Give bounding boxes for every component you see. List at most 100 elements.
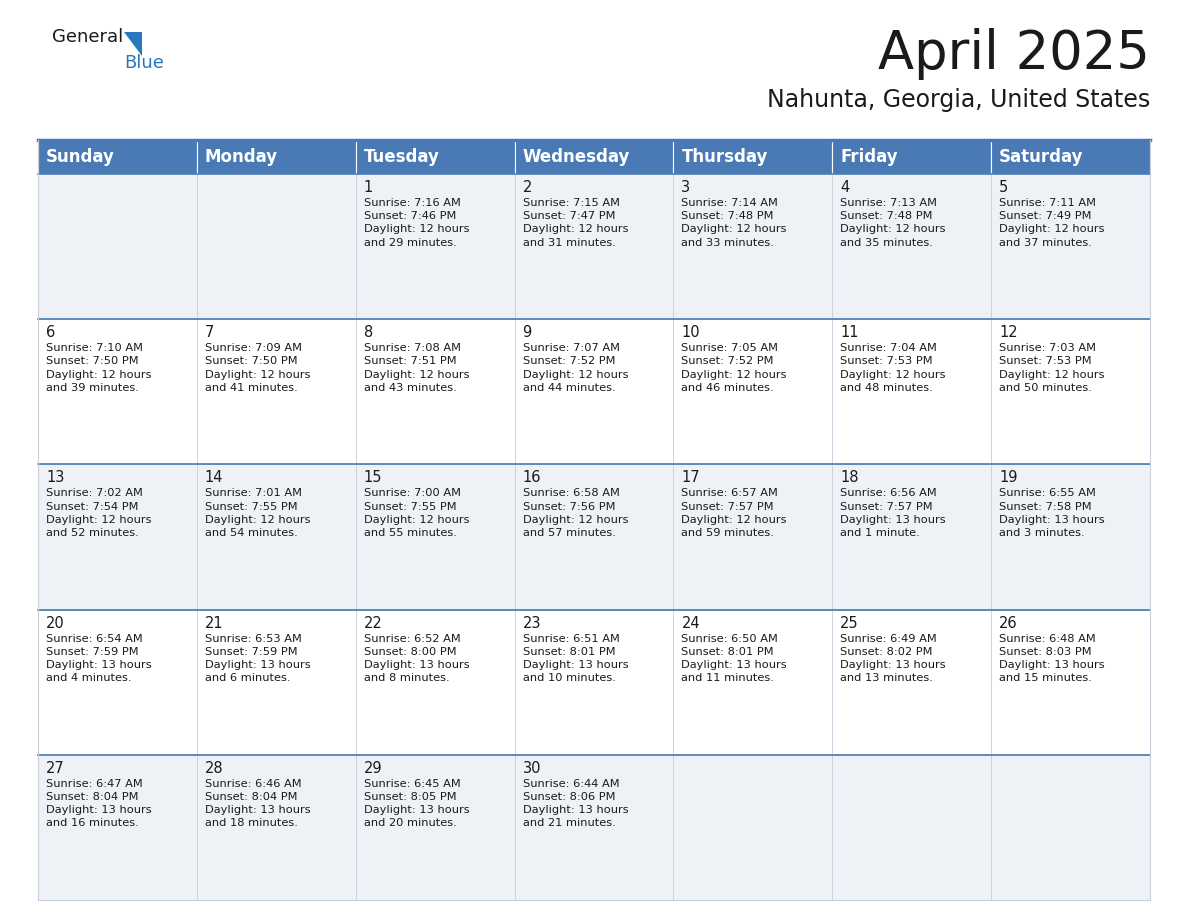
Text: 3: 3 bbox=[682, 180, 690, 195]
Bar bbox=[674, 319, 833, 465]
Bar bbox=[197, 610, 355, 755]
Text: 24: 24 bbox=[682, 616, 700, 631]
Bar bbox=[514, 174, 674, 319]
Bar bbox=[674, 610, 833, 755]
Text: Sunrise: 6:46 AM
Sunset: 8:04 PM
Daylight: 13 hours
and 18 minutes.: Sunrise: 6:46 AM Sunset: 8:04 PM Dayligh… bbox=[204, 778, 310, 828]
Text: Sunrise: 6:51 AM
Sunset: 8:01 PM
Daylight: 13 hours
and 10 minutes.: Sunrise: 6:51 AM Sunset: 8:01 PM Dayligh… bbox=[523, 633, 628, 683]
Bar bbox=[674, 755, 833, 900]
Text: Sunrise: 6:44 AM
Sunset: 8:06 PM
Daylight: 13 hours
and 21 minutes.: Sunrise: 6:44 AM Sunset: 8:06 PM Dayligh… bbox=[523, 778, 628, 828]
Polygon shape bbox=[124, 32, 143, 56]
Text: Sunrise: 6:49 AM
Sunset: 8:02 PM
Daylight: 13 hours
and 13 minutes.: Sunrise: 6:49 AM Sunset: 8:02 PM Dayligh… bbox=[840, 633, 946, 683]
Text: Sunrise: 7:10 AM
Sunset: 7:50 PM
Daylight: 12 hours
and 39 minutes.: Sunrise: 7:10 AM Sunset: 7:50 PM Dayligh… bbox=[46, 343, 152, 393]
Bar bbox=[514, 319, 674, 465]
Text: 29: 29 bbox=[364, 761, 383, 776]
Text: 11: 11 bbox=[840, 325, 859, 341]
Text: Sunrise: 7:13 AM
Sunset: 7:48 PM
Daylight: 12 hours
and 35 minutes.: Sunrise: 7:13 AM Sunset: 7:48 PM Dayligh… bbox=[840, 198, 946, 248]
Text: 15: 15 bbox=[364, 470, 383, 486]
Text: 7: 7 bbox=[204, 325, 214, 341]
Bar bbox=[833, 174, 991, 319]
Text: Sunrise: 6:55 AM
Sunset: 7:58 PM
Daylight: 13 hours
and 3 minutes.: Sunrise: 6:55 AM Sunset: 7:58 PM Dayligh… bbox=[999, 488, 1105, 538]
Bar bbox=[833, 755, 991, 900]
Bar bbox=[833, 319, 991, 465]
Text: Sunrise: 7:05 AM
Sunset: 7:52 PM
Daylight: 12 hours
and 46 minutes.: Sunrise: 7:05 AM Sunset: 7:52 PM Dayligh… bbox=[682, 343, 786, 393]
Text: 13: 13 bbox=[46, 470, 64, 486]
Text: Sunrise: 6:52 AM
Sunset: 8:00 PM
Daylight: 13 hours
and 8 minutes.: Sunrise: 6:52 AM Sunset: 8:00 PM Dayligh… bbox=[364, 633, 469, 683]
Text: Sunrise: 6:57 AM
Sunset: 7:57 PM
Daylight: 12 hours
and 59 minutes.: Sunrise: 6:57 AM Sunset: 7:57 PM Dayligh… bbox=[682, 488, 786, 538]
Text: Sunrise: 6:47 AM
Sunset: 8:04 PM
Daylight: 13 hours
and 16 minutes.: Sunrise: 6:47 AM Sunset: 8:04 PM Dayligh… bbox=[46, 778, 152, 828]
Bar bbox=[514, 140, 674, 174]
Text: Blue: Blue bbox=[124, 54, 164, 72]
Text: 2: 2 bbox=[523, 180, 532, 195]
Bar bbox=[833, 610, 991, 755]
Bar bbox=[197, 319, 355, 465]
Bar bbox=[991, 174, 1150, 319]
Bar bbox=[197, 174, 355, 319]
Bar bbox=[355, 319, 514, 465]
Bar bbox=[355, 610, 514, 755]
Text: 18: 18 bbox=[840, 470, 859, 486]
Bar bbox=[38, 319, 197, 465]
Bar bbox=[833, 465, 991, 610]
Text: 19: 19 bbox=[999, 470, 1018, 486]
Text: Thursday: Thursday bbox=[682, 148, 767, 166]
Text: 27: 27 bbox=[46, 761, 65, 776]
Bar bbox=[38, 610, 197, 755]
Text: Sunrise: 7:04 AM
Sunset: 7:53 PM
Daylight: 12 hours
and 48 minutes.: Sunrise: 7:04 AM Sunset: 7:53 PM Dayligh… bbox=[840, 343, 946, 393]
Text: Sunrise: 7:11 AM
Sunset: 7:49 PM
Daylight: 12 hours
and 37 minutes.: Sunrise: 7:11 AM Sunset: 7:49 PM Dayligh… bbox=[999, 198, 1105, 248]
Bar bbox=[38, 465, 197, 610]
Text: Sunrise: 7:08 AM
Sunset: 7:51 PM
Daylight: 12 hours
and 43 minutes.: Sunrise: 7:08 AM Sunset: 7:51 PM Dayligh… bbox=[364, 343, 469, 393]
Text: Sunrise: 6:56 AM
Sunset: 7:57 PM
Daylight: 13 hours
and 1 minute.: Sunrise: 6:56 AM Sunset: 7:57 PM Dayligh… bbox=[840, 488, 946, 538]
Text: Sunrise: 7:07 AM
Sunset: 7:52 PM
Daylight: 12 hours
and 44 minutes.: Sunrise: 7:07 AM Sunset: 7:52 PM Dayligh… bbox=[523, 343, 628, 393]
Bar bbox=[514, 755, 674, 900]
Text: Wednesday: Wednesday bbox=[523, 148, 630, 166]
Text: Nahunta, Georgia, United States: Nahunta, Georgia, United States bbox=[766, 88, 1150, 112]
Text: 20: 20 bbox=[46, 616, 65, 631]
Text: 9: 9 bbox=[523, 325, 532, 341]
Bar bbox=[355, 174, 514, 319]
Text: Sunrise: 6:58 AM
Sunset: 7:56 PM
Daylight: 12 hours
and 57 minutes.: Sunrise: 6:58 AM Sunset: 7:56 PM Dayligh… bbox=[523, 488, 628, 538]
Text: Sunrise: 7:03 AM
Sunset: 7:53 PM
Daylight: 12 hours
and 50 minutes.: Sunrise: 7:03 AM Sunset: 7:53 PM Dayligh… bbox=[999, 343, 1105, 393]
Bar bbox=[514, 610, 674, 755]
Text: 21: 21 bbox=[204, 616, 223, 631]
Text: 17: 17 bbox=[682, 470, 700, 486]
Bar bbox=[355, 140, 514, 174]
Text: Sunrise: 7:14 AM
Sunset: 7:48 PM
Daylight: 12 hours
and 33 minutes.: Sunrise: 7:14 AM Sunset: 7:48 PM Dayligh… bbox=[682, 198, 786, 248]
Bar bbox=[674, 465, 833, 610]
Bar bbox=[355, 755, 514, 900]
Text: April 2025: April 2025 bbox=[878, 28, 1150, 80]
Text: 23: 23 bbox=[523, 616, 541, 631]
Text: 10: 10 bbox=[682, 325, 700, 341]
Bar bbox=[355, 465, 514, 610]
Text: 16: 16 bbox=[523, 470, 541, 486]
Text: Sunrise: 6:54 AM
Sunset: 7:59 PM
Daylight: 13 hours
and 4 minutes.: Sunrise: 6:54 AM Sunset: 7:59 PM Dayligh… bbox=[46, 633, 152, 683]
Bar bbox=[38, 755, 197, 900]
Text: 6: 6 bbox=[46, 325, 56, 341]
Text: Sunday: Sunday bbox=[46, 148, 115, 166]
Text: Monday: Monday bbox=[204, 148, 278, 166]
Text: 4: 4 bbox=[840, 180, 849, 195]
Bar bbox=[991, 610, 1150, 755]
Bar bbox=[197, 465, 355, 610]
Text: Saturday: Saturday bbox=[999, 148, 1083, 166]
Text: 28: 28 bbox=[204, 761, 223, 776]
Text: Sunrise: 6:45 AM
Sunset: 8:05 PM
Daylight: 13 hours
and 20 minutes.: Sunrise: 6:45 AM Sunset: 8:05 PM Dayligh… bbox=[364, 778, 469, 828]
Text: 30: 30 bbox=[523, 761, 541, 776]
Bar bbox=[38, 174, 197, 319]
Text: Sunrise: 6:53 AM
Sunset: 7:59 PM
Daylight: 13 hours
and 6 minutes.: Sunrise: 6:53 AM Sunset: 7:59 PM Dayligh… bbox=[204, 633, 310, 683]
Text: Sunrise: 7:09 AM
Sunset: 7:50 PM
Daylight: 12 hours
and 41 minutes.: Sunrise: 7:09 AM Sunset: 7:50 PM Dayligh… bbox=[204, 343, 310, 393]
Text: Sunrise: 7:00 AM
Sunset: 7:55 PM
Daylight: 12 hours
and 55 minutes.: Sunrise: 7:00 AM Sunset: 7:55 PM Dayligh… bbox=[364, 488, 469, 538]
Text: 25: 25 bbox=[840, 616, 859, 631]
Bar bbox=[674, 174, 833, 319]
Text: Sunrise: 7:16 AM
Sunset: 7:46 PM
Daylight: 12 hours
and 29 minutes.: Sunrise: 7:16 AM Sunset: 7:46 PM Dayligh… bbox=[364, 198, 469, 248]
Text: 26: 26 bbox=[999, 616, 1018, 631]
Text: Friday: Friday bbox=[840, 148, 898, 166]
Text: Tuesday: Tuesday bbox=[364, 148, 440, 166]
Text: 1: 1 bbox=[364, 180, 373, 195]
Bar bbox=[991, 140, 1150, 174]
Bar bbox=[197, 140, 355, 174]
Text: Sunrise: 6:50 AM
Sunset: 8:01 PM
Daylight: 13 hours
and 11 minutes.: Sunrise: 6:50 AM Sunset: 8:01 PM Dayligh… bbox=[682, 633, 788, 683]
Bar bbox=[991, 465, 1150, 610]
Text: 14: 14 bbox=[204, 470, 223, 486]
Text: 12: 12 bbox=[999, 325, 1018, 341]
Text: Sunrise: 7:01 AM
Sunset: 7:55 PM
Daylight: 12 hours
and 54 minutes.: Sunrise: 7:01 AM Sunset: 7:55 PM Dayligh… bbox=[204, 488, 310, 538]
